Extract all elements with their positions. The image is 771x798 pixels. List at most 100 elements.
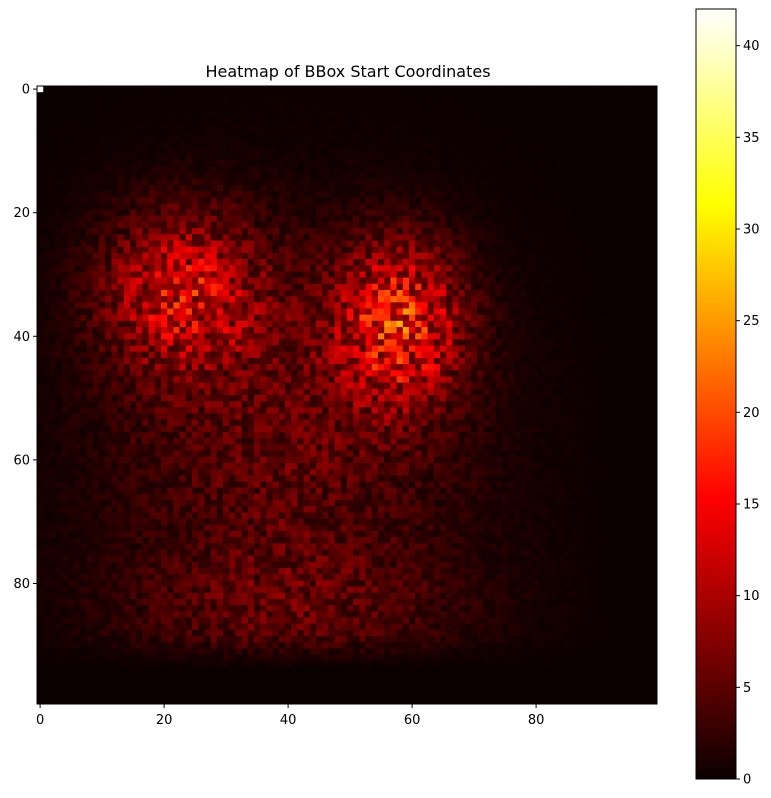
- heatmap-cell: [111, 382, 119, 390]
- heatmap-cell: [353, 160, 360, 167]
- heatmap-cell: [464, 197, 472, 204]
- heatmap-cell: [619, 110, 627, 118]
- heatmap-cell: [68, 166, 75, 174]
- heatmap-cell: [526, 110, 534, 118]
- heatmap-cell: [378, 228, 385, 235]
- heatmap-cell: [446, 135, 453, 143]
- heatmap-cell: [626, 209, 633, 217]
- heatmap-cell: [551, 197, 559, 204]
- heatmap-cell: [179, 246, 187, 254]
- heatmap-cell: [241, 376, 249, 384]
- heatmap-cell: [613, 160, 621, 167]
- heatmap-cell: [632, 252, 639, 260]
- heatmap-cell: [142, 147, 150, 155]
- heatmap-cell: [210, 147, 218, 155]
- heatmap-cell: [241, 141, 249, 149]
- heatmap-cell: [626, 333, 633, 340]
- heatmap-cell: [154, 160, 162, 167]
- heatmap-cell: [533, 221, 540, 229]
- heatmap-cell: [613, 141, 621, 149]
- heatmap-cell: [74, 308, 81, 316]
- heatmap-cell: [297, 240, 305, 248]
- heatmap-cell: [533, 333, 540, 340]
- heatmap-cell: [285, 209, 292, 217]
- heatmap-cell: [105, 308, 112, 316]
- heatmap-cell: [415, 271, 422, 279]
- heatmap-cell: [359, 178, 367, 186]
- heatmap-cell: [409, 357, 416, 365]
- heatmap-cell: [613, 382, 621, 390]
- heatmap-cell: [37, 345, 44, 353]
- heatmap-cell: [396, 184, 404, 192]
- heatmap-cell: [303, 271, 311, 279]
- heatmap-cell: [204, 86, 212, 93]
- heatmap-cell: [409, 191, 416, 198]
- heatmap-cell: [464, 203, 472, 211]
- heatmap-cell: [427, 104, 435, 112]
- heatmap-cell: [458, 240, 466, 248]
- heatmap-cell: [440, 184, 447, 192]
- heatmap-cell: [49, 277, 57, 285]
- heatmap-cell: [539, 370, 546, 377]
- heatmap-cell: [223, 166, 230, 174]
- heatmap-cell: [266, 104, 274, 112]
- heatmap-cell: [247, 327, 255, 334]
- heatmap-cell: [111, 345, 119, 353]
- heatmap-cell: [353, 277, 360, 285]
- heatmap-cell: [210, 314, 218, 322]
- heatmap-cell: [86, 153, 94, 161]
- heatmap-cell: [123, 215, 131, 223]
- heatmap-cell: [328, 296, 336, 303]
- heatmap-cell: [340, 221, 348, 229]
- heatmap-cell: [123, 252, 131, 260]
- heatmap-cell: [564, 283, 571, 291]
- heatmap-cell: [638, 135, 646, 143]
- heatmap-cell: [80, 135, 88, 143]
- heatmap-cell: [316, 215, 323, 223]
- heatmap-cell: [86, 191, 94, 198]
- heatmap-cell: [210, 178, 218, 186]
- heatmap-cell: [316, 110, 323, 118]
- heatmap-cell: [192, 116, 199, 124]
- heatmap-cell: [359, 135, 367, 143]
- heatmap-cell: [49, 345, 57, 353]
- heatmap-cell: [297, 129, 305, 136]
- heatmap-cell: [564, 166, 571, 174]
- heatmap-cell: [74, 277, 81, 285]
- heatmap-cell: [303, 234, 311, 241]
- heatmap-cell: [74, 333, 81, 340]
- heatmap-cell: [644, 110, 652, 118]
- heatmap-cell: [136, 388, 143, 396]
- heatmap-cell: [322, 172, 329, 180]
- heatmap-cell: [99, 184, 106, 192]
- heatmap-cell: [161, 147, 168, 155]
- heatmap-cell: [49, 135, 57, 143]
- heatmap-cell: [198, 221, 205, 229]
- heatmap-cell: [582, 191, 590, 198]
- heatmap-cell: [526, 283, 534, 291]
- heatmap-cell: [607, 351, 615, 359]
- heatmap-cell: [557, 141, 565, 149]
- heatmap-cell: [223, 110, 230, 118]
- heatmap-cell: [123, 98, 131, 106]
- heatmap-cell: [105, 116, 112, 124]
- heatmap-cell: [613, 209, 621, 217]
- heatmap-cell: [427, 302, 435, 309]
- heatmap-cell: [167, 376, 174, 384]
- heatmap-cell: [192, 240, 199, 248]
- heatmap-cell: [626, 345, 633, 353]
- heatmap-cell: [421, 240, 429, 248]
- heatmap-cell: [365, 172, 373, 180]
- heatmap-cell: [309, 221, 317, 229]
- heatmap-cell: [415, 166, 422, 174]
- heatmap-cell: [198, 376, 205, 384]
- heatmap-cell: [204, 184, 212, 192]
- heatmap-cell: [272, 277, 280, 285]
- heatmap-cell: [619, 283, 627, 291]
- heatmap-cell: [458, 388, 466, 396]
- heatmap-cell: [204, 191, 212, 198]
- heatmap-cell: [502, 123, 509, 130]
- heatmap-cell: [458, 277, 466, 285]
- heatmap-cell: [328, 221, 336, 229]
- heatmap-cell: [545, 357, 553, 365]
